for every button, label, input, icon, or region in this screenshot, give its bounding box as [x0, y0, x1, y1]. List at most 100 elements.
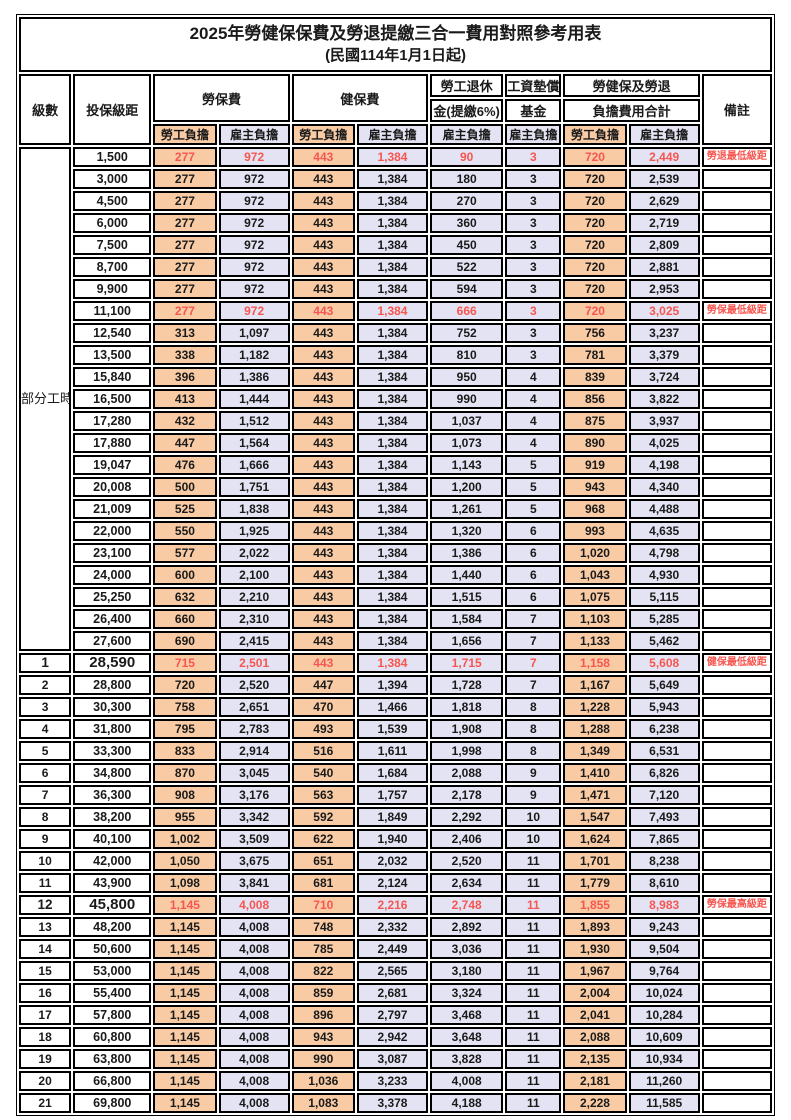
fee-cell-tot_er: 2,881: [628, 257, 700, 277]
remark-cell: [701, 521, 772, 541]
fee-cell-hi_emp: 443: [291, 323, 355, 343]
fee-cell-tot_er: 2,629: [628, 191, 700, 211]
fee-cell-li_er: 4,008: [218, 1005, 290, 1025]
fee-cell-tot_er: 2,539: [628, 169, 700, 189]
bracket-cell: 60,800: [73, 1027, 152, 1047]
fee-cell-tot_emp: 2,228: [563, 1093, 627, 1113]
fee-cell-tot_er: 5,285: [628, 609, 700, 629]
fee-cell-tot_er: 9,764: [628, 961, 700, 981]
fee-cell-wage: 8: [505, 719, 562, 739]
table-row: 26,400 660 2,310 443 1,384 1,584 7 1,103 5,285: [19, 609, 772, 629]
fee-cell-li_emp: 833: [153, 741, 217, 761]
bracket-cell: 11,100: [73, 301, 152, 321]
table-row: 22,000 550 1,925 443 1,384 1,320 6 993 4,635: [19, 521, 772, 541]
fee-cell-pension: 1,261: [430, 499, 504, 519]
fee-cell-hi_er: 1,384: [356, 257, 429, 277]
fee-cell-tot_er: 2,809: [628, 235, 700, 255]
table-row: 6 34,800 870 3,045 540 1,684 2,088 9 1,410 6,826: [19, 763, 772, 783]
fee-cell-pension: 1,386: [430, 543, 504, 563]
level-cell: 8: [19, 807, 72, 827]
fee-cell-li_emp: 908: [153, 785, 217, 805]
fee-cell-li_er: 972: [218, 301, 290, 321]
fee-cell-tot_emp: 1,167: [563, 675, 627, 695]
remark-cell: [701, 829, 772, 849]
fee-cell-li_er: 3,509: [218, 829, 290, 849]
fee-cell-tot_er: 4,198: [628, 455, 700, 475]
fee-cell-li_emp: 413: [153, 389, 217, 409]
level-cell: 7: [19, 785, 72, 805]
bracket-cell: 13,500: [73, 345, 152, 365]
fee-cell-hi_emp: 447: [291, 675, 355, 695]
fee-cell-hi_er: 1,384: [356, 653, 429, 673]
remark-cell: [701, 983, 772, 1003]
fee-cell-hi_emp: 859: [291, 983, 355, 1003]
bracket-cell: 69,800: [73, 1093, 152, 1113]
fee-cell-li_emp: 476: [153, 455, 217, 475]
table-row: 23,100 577 2,022 443 1,384 1,386 6 1,020 4,798: [19, 543, 772, 563]
fee-cell-li_er: 972: [218, 191, 290, 211]
fee-cell-hi_er: 1,384: [356, 631, 429, 651]
fee-cell-hi_er: 2,565: [356, 961, 429, 981]
fee-cell-li_er: 2,210: [218, 587, 290, 607]
table-body: 部分工時 1,500 277 972 443 1,384 90 3 720 2,449 勞退最低級距…: [19, 147, 772, 1113]
level-cell: 19: [19, 1049, 72, 1069]
remark-cell: [701, 213, 772, 233]
fee-cell-wage: 7: [505, 609, 562, 629]
bracket-cell: 7,500: [73, 235, 152, 255]
fee-cell-li_emp: 600: [153, 565, 217, 585]
bracket-cell: 19,047: [73, 455, 152, 475]
bracket-cell: 17,280: [73, 411, 152, 431]
fee-cell-tot_emp: 993: [563, 521, 627, 541]
fee-cell-hi_emp: 443: [291, 433, 355, 453]
remark-cell: [701, 1005, 772, 1025]
remark-cell: [701, 697, 772, 717]
fee-cell-tot_emp: 720: [563, 279, 627, 299]
bracket-cell: 40,100: [73, 829, 152, 849]
fee-cell-wage: 10: [505, 807, 562, 827]
fee-cell-tot_emp: 1,893: [563, 917, 627, 937]
table-row: 13,500 338 1,182 443 1,384 810 3 781 3,379: [19, 345, 772, 365]
fee-cell-li_emp: 1,145: [153, 983, 217, 1003]
page-title: 2025年勞健保保費及勞退提繳三合一費用對照參考用表: [189, 24, 602, 43]
bracket-cell: 28,590: [73, 653, 152, 673]
table-row: 20,008 500 1,751 443 1,384 1,200 5 943 4,340: [19, 477, 772, 497]
subheader-labor-employee: 勞工負擔: [153, 124, 217, 145]
fee-cell-tot_emp: 1,133: [563, 631, 627, 651]
remark-cell: [701, 543, 772, 563]
table-row: 3 30,300 758 2,651 470 1,466 1,818 8 1,228 5,943: [19, 697, 772, 717]
fee-cell-hi_emp: 1,083: [291, 1093, 355, 1113]
col-header-bracket: 投保級距: [73, 74, 152, 145]
fee-cell-hi_er: 1,384: [356, 213, 429, 233]
fee-cell-wage: 3: [505, 213, 562, 233]
fee-cell-pension: 1,037: [430, 411, 504, 431]
level-cell: 16: [19, 983, 72, 1003]
table-row: 14 50,600 1,145 4,008 785 2,449 3,036 11 1,930 9,…: [19, 939, 772, 959]
fee-cell-tot_emp: 890: [563, 433, 627, 453]
subheader-total-employee: 勞工負擔: [563, 124, 627, 145]
fee-cell-li_er: 2,651: [218, 697, 290, 717]
fee-cell-li_emp: 1,002: [153, 829, 217, 849]
table-row: 1 28,590 715 2,501 443 1,384 1,715 7 1,158 5,608 健…: [19, 653, 772, 673]
fee-cell-pension: 666: [430, 301, 504, 321]
bracket-cell: 9,900: [73, 279, 152, 299]
fee-cell-li_er: 1,512: [218, 411, 290, 431]
header-row-3: 勞工負擔 雇主負擔 勞工負擔 雇主負擔 雇主負擔 雇主負擔 勞工負擔 雇主負擔: [19, 124, 772, 145]
fee-cell-hi_emp: 443: [291, 345, 355, 365]
fee-cell-tot_er: 6,531: [628, 741, 700, 761]
table-row: 3,000 277 972 443 1,384 180 3 720 2,539: [19, 169, 772, 189]
remark-cell: [701, 785, 772, 805]
fee-cell-wage: 3: [505, 257, 562, 277]
fee-cell-tot_er: 5,649: [628, 675, 700, 695]
fee-cell-tot_emp: 1,228: [563, 697, 627, 717]
col-header-health-insurance: 健保費: [291, 74, 429, 122]
fee-cell-pension: 1,715: [430, 653, 504, 673]
fee-cell-pension: 2,406: [430, 829, 504, 849]
table-row: 16,500 413 1,444 443 1,384 990 4 856 3,822: [19, 389, 772, 409]
fee-cell-tot_er: 5,462: [628, 631, 700, 651]
fee-cell-tot_emp: 720: [563, 213, 627, 233]
fee-cell-pension: 4,008: [430, 1071, 504, 1091]
fee-cell-hi_emp: 651: [291, 851, 355, 871]
fee-cell-li_emp: 277: [153, 213, 217, 233]
table-row: 12,540 313 1,097 443 1,384 752 3 756 3,237: [19, 323, 772, 343]
fee-cell-hi_er: 2,942: [356, 1027, 429, 1047]
